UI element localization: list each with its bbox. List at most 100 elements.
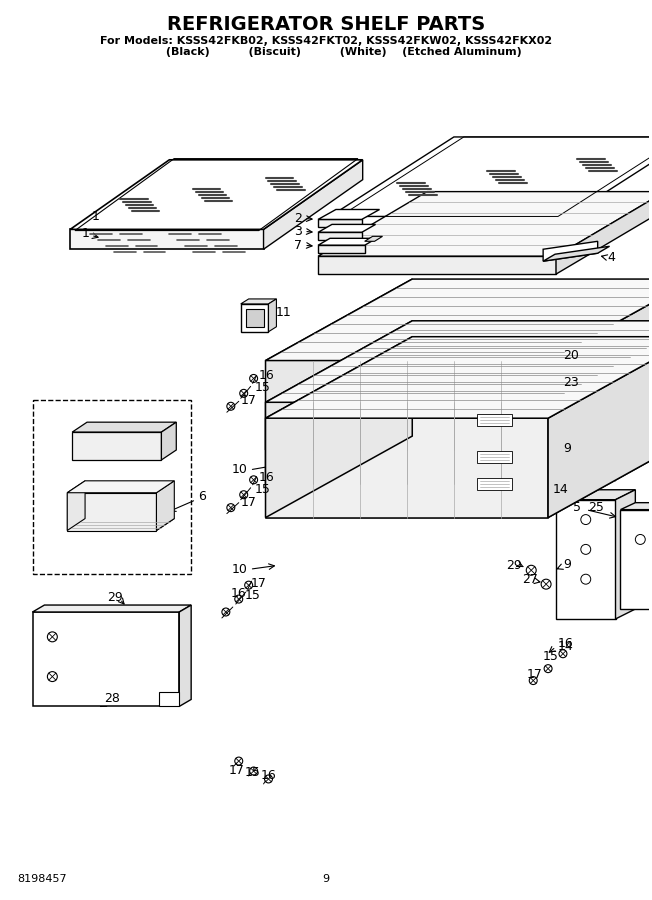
Text: 17: 17 <box>241 496 257 509</box>
Polygon shape <box>318 220 362 228</box>
Polygon shape <box>621 503 652 509</box>
Text: For Models: KSSS42FKB02, KSSS42FKT02, KSSS42FKW02, KSSS42FKX02: For Models: KSSS42FKB02, KSSS42FKT02, KS… <box>100 35 552 46</box>
Text: 9: 9 <box>563 442 571 454</box>
Polygon shape <box>265 458 548 474</box>
Text: 4: 4 <box>608 251 615 264</box>
Polygon shape <box>265 402 548 484</box>
Polygon shape <box>477 451 512 464</box>
Text: 15: 15 <box>255 483 271 496</box>
Polygon shape <box>477 478 512 490</box>
Polygon shape <box>265 436 652 518</box>
Text: 10: 10 <box>232 562 248 576</box>
Polygon shape <box>265 279 412 450</box>
Polygon shape <box>179 605 191 706</box>
Polygon shape <box>318 246 364 253</box>
Text: 29: 29 <box>107 590 123 604</box>
Text: REFRIGERATOR SHELF PARTS: REFRIGERATOR SHELF PARTS <box>167 15 485 34</box>
Polygon shape <box>621 509 652 609</box>
Polygon shape <box>70 160 363 230</box>
Polygon shape <box>265 337 412 518</box>
Polygon shape <box>318 210 379 220</box>
Text: 2: 2 <box>294 212 303 225</box>
Polygon shape <box>330 137 652 217</box>
Polygon shape <box>477 414 512 426</box>
Text: 1: 1 <box>92 210 100 223</box>
Polygon shape <box>265 402 652 484</box>
Polygon shape <box>72 432 162 460</box>
Text: 17: 17 <box>250 577 267 590</box>
Text: 23: 23 <box>563 376 579 389</box>
Polygon shape <box>265 320 652 402</box>
Polygon shape <box>241 304 269 332</box>
Polygon shape <box>265 337 652 419</box>
Text: 29: 29 <box>507 559 522 572</box>
Text: 5: 5 <box>573 501 581 514</box>
Polygon shape <box>67 481 85 530</box>
Text: 16: 16 <box>259 369 274 382</box>
Polygon shape <box>67 492 156 530</box>
Polygon shape <box>556 500 615 619</box>
Text: 1: 1 <box>82 227 90 239</box>
Text: 16: 16 <box>558 637 574 651</box>
Polygon shape <box>548 376 652 474</box>
Polygon shape <box>548 337 652 518</box>
Text: 28: 28 <box>104 692 120 705</box>
Polygon shape <box>33 612 179 706</box>
Polygon shape <box>162 422 176 460</box>
Polygon shape <box>318 238 377 246</box>
Text: 11: 11 <box>275 306 291 319</box>
Text: 9: 9 <box>323 874 329 885</box>
Text: 16: 16 <box>231 587 246 599</box>
Polygon shape <box>556 192 652 274</box>
Polygon shape <box>318 256 556 274</box>
Polygon shape <box>548 279 652 450</box>
Polygon shape <box>615 490 635 619</box>
Text: 16: 16 <box>259 472 274 484</box>
Polygon shape <box>548 410 652 508</box>
Text: 20: 20 <box>563 349 579 362</box>
Text: 15: 15 <box>543 650 559 663</box>
Polygon shape <box>318 224 376 232</box>
Polygon shape <box>265 491 548 508</box>
Polygon shape <box>543 247 610 261</box>
Polygon shape <box>70 230 263 249</box>
Text: 9: 9 <box>563 558 571 571</box>
Polygon shape <box>318 192 652 256</box>
Text: 8198457: 8198457 <box>18 874 67 885</box>
Text: 14: 14 <box>553 483 569 496</box>
Text: 17: 17 <box>526 668 542 681</box>
Polygon shape <box>241 299 276 304</box>
Polygon shape <box>33 605 191 612</box>
Text: 10: 10 <box>232 464 248 476</box>
Polygon shape <box>556 490 635 500</box>
Polygon shape <box>364 237 383 241</box>
Polygon shape <box>543 241 598 261</box>
Text: 17: 17 <box>241 394 257 407</box>
Polygon shape <box>265 361 548 450</box>
Polygon shape <box>269 299 276 332</box>
Text: 15: 15 <box>244 589 261 601</box>
Polygon shape <box>160 691 179 707</box>
Polygon shape <box>265 410 652 491</box>
Text: (Black)          (Biscuit)          (White)    (Etched Aluminum): (Black) (Biscuit) (White) (Etched Alumin… <box>130 48 522 58</box>
Polygon shape <box>265 418 548 518</box>
Text: 17: 17 <box>229 763 244 777</box>
Polygon shape <box>263 160 363 249</box>
Text: 6: 6 <box>198 491 206 503</box>
Polygon shape <box>318 232 362 240</box>
Polygon shape <box>548 320 652 484</box>
Polygon shape <box>265 279 652 361</box>
Text: 7: 7 <box>294 238 303 252</box>
Text: 15: 15 <box>255 381 271 394</box>
Text: 14: 14 <box>558 640 574 653</box>
Polygon shape <box>72 422 176 432</box>
Text: 25: 25 <box>587 501 604 514</box>
Polygon shape <box>265 368 652 450</box>
Text: 27: 27 <box>522 572 538 586</box>
Polygon shape <box>246 309 263 327</box>
Polygon shape <box>265 320 412 484</box>
Polygon shape <box>67 481 174 492</box>
Text: 16: 16 <box>261 770 276 782</box>
Text: 15: 15 <box>244 767 261 779</box>
Polygon shape <box>406 412 621 453</box>
